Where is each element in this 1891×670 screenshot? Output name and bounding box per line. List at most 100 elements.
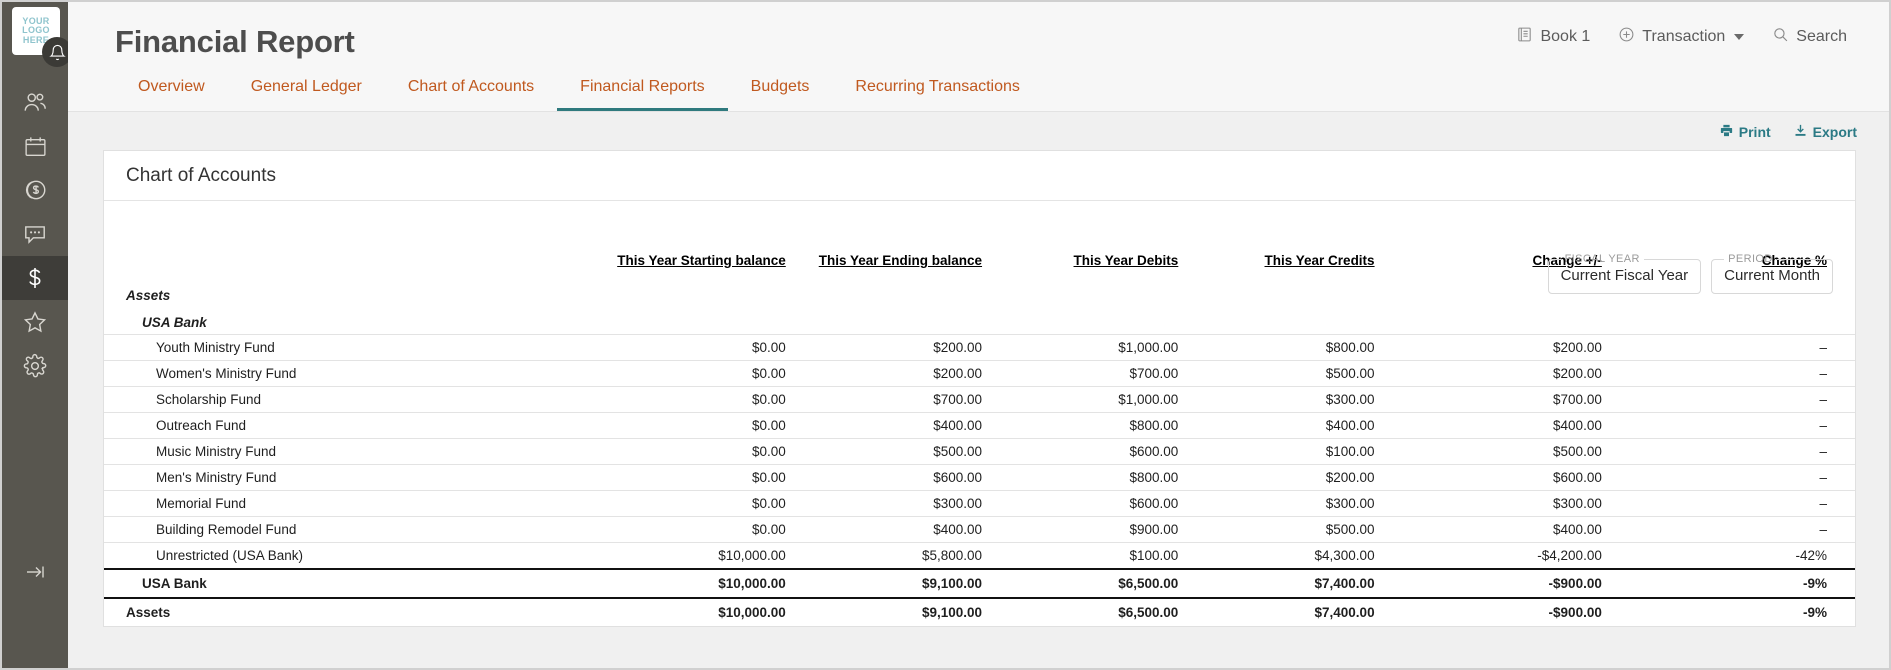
col-change-percent[interactable]: Change % bbox=[1761, 253, 1827, 268]
tab-budgets[interactable]: Budgets bbox=[750, 78, 810, 95]
cell-debits: $700.00 bbox=[982, 360, 1179, 387]
col-credits[interactable]: This Year Credits bbox=[1264, 253, 1375, 268]
header-row: This Year Starting balance This Year End… bbox=[104, 245, 1855, 278]
table-row[interactable]: Men's Ministry Fund $0.00 $600.00 $800.0… bbox=[104, 464, 1855, 491]
period-value[interactable]: Current Month bbox=[1724, 267, 1820, 284]
sidebar-collapse[interactable] bbox=[2, 552, 68, 592]
printer-icon bbox=[1719, 123, 1734, 141]
fiscal-year-value[interactable]: Current Fiscal Year bbox=[1560, 267, 1689, 284]
tab-general-ledger[interactable]: General Ledger bbox=[250, 78, 362, 95]
sidebar-nav bbox=[2, 80, 68, 388]
sidebar-item-messages[interactable] bbox=[2, 212, 68, 256]
cell-start: $0.00 bbox=[589, 360, 786, 387]
page-title: Financial Report bbox=[115, 24, 355, 59]
cell-change: $300.00 bbox=[1374, 490, 1602, 517]
cell-debits: $800.00 bbox=[982, 412, 1179, 439]
cell-change: $400.00 bbox=[1374, 516, 1602, 543]
cell-start: $0.00 bbox=[589, 412, 786, 439]
cell-start: $0.00 bbox=[589, 438, 786, 465]
tab-overview[interactable]: Overview bbox=[138, 78, 205, 95]
account-name: Men's Ministry Fund bbox=[104, 464, 590, 491]
sidebar-item-calendar[interactable] bbox=[2, 124, 68, 168]
search-icon bbox=[1772, 26, 1789, 48]
chart-of-accounts-table: This Year Starting balance This Year End… bbox=[104, 245, 1855, 626]
total-credits: $7,400.00 bbox=[1314, 605, 1375, 620]
cell-debits: $600.00 bbox=[982, 490, 1179, 517]
logo[interactable]: YOUR LOGO HERE bbox=[12, 7, 60, 55]
sidebar-item-settings[interactable] bbox=[2, 344, 68, 388]
col-starting-balance[interactable]: This Year Starting balance bbox=[617, 253, 786, 268]
subgroup-blank-2 bbox=[786, 307, 982, 335]
subtotal-start: $10,000.00 bbox=[589, 568, 786, 599]
subtotal-end: $9,100.00 bbox=[785, 568, 983, 599]
cell-change: -$4,200.00 bbox=[1374, 542, 1602, 569]
book-selector[interactable]: Book 1 bbox=[1516, 26, 1590, 48]
cell-pct: -42% bbox=[1601, 542, 1855, 569]
fiscal-year-filter[interactable]: FISCAL YEAR Current Fiscal Year bbox=[1547, 253, 1702, 294]
book-icon bbox=[1516, 26, 1533, 48]
cell-pct: – bbox=[1601, 464, 1855, 491]
subgroup-blank-6 bbox=[1602, 307, 1855, 335]
subtotal-row-usa-bank: USA Bank $10,000.00 $9,100.00 $6,500.00 … bbox=[104, 568, 1855, 599]
col-debits[interactable]: This Year Debits bbox=[1073, 253, 1179, 268]
cell-end: $200.00 bbox=[785, 334, 983, 361]
cell-end: $300.00 bbox=[785, 490, 983, 517]
tab-financial-reports[interactable]: Financial Reports bbox=[557, 68, 728, 111]
total-start: $10,000.00 bbox=[718, 605, 786, 620]
cell-pct: – bbox=[1601, 334, 1855, 361]
cell-change: $400.00 bbox=[1374, 412, 1602, 439]
sidebar-item-giving[interactable] bbox=[2, 168, 68, 212]
group-label: Assets bbox=[126, 288, 171, 303]
sidebar-item-people[interactable] bbox=[2, 80, 68, 124]
transaction-menu[interactable]: Transaction bbox=[1618, 26, 1745, 48]
cell-credits: $800.00 bbox=[1178, 334, 1375, 361]
table-row[interactable]: Building Remodel Fund $0.00 $400.00 $900… bbox=[104, 516, 1855, 543]
cell-end: $400.00 bbox=[785, 412, 983, 439]
cell-start: $0.00 bbox=[589, 490, 786, 517]
account-name: Unrestricted (USA Bank) bbox=[104, 542, 590, 569]
cell-debits: $800.00 bbox=[982, 464, 1179, 491]
tab-recurring-transactions[interactable]: Recurring Transactions bbox=[855, 78, 1020, 95]
period-filter[interactable]: PERIOD Current Month bbox=[1711, 253, 1833, 294]
cell-pct: – bbox=[1601, 386, 1855, 413]
search-button[interactable]: Search bbox=[1772, 26, 1847, 48]
cell-debits: $1,000.00 bbox=[982, 386, 1179, 413]
table-row[interactable]: Unrestricted (USA Bank) $10,000.00 $5,80… bbox=[104, 542, 1855, 569]
subgroup-blank-5 bbox=[1375, 307, 1602, 335]
sidebar: YOUR LOGO HERE bbox=[2, 2, 72, 668]
sidebar-item-accounting[interactable] bbox=[2, 256, 68, 300]
table-row[interactable]: Music Ministry Fund $0.00 $500.00 $600.0… bbox=[104, 438, 1855, 465]
report-title: Chart of Accounts bbox=[104, 151, 1855, 201]
collapse-arrow-icon bbox=[27, 566, 44, 578]
cell-pct: – bbox=[1601, 490, 1855, 517]
subgroup-blank-3 bbox=[982, 307, 1178, 335]
col-ending-balance[interactable]: This Year Ending balance bbox=[818, 253, 983, 268]
subtotal-pct: -9% bbox=[1601, 568, 1855, 599]
cell-change: $600.00 bbox=[1374, 464, 1602, 491]
cell-pct: – bbox=[1601, 516, 1855, 543]
bell-icon[interactable] bbox=[42, 37, 72, 67]
group-blank-2 bbox=[786, 278, 982, 307]
total-row-assets: Assets $10,000.00 $9,100.00 $6,500.00 $7… bbox=[104, 598, 1855, 626]
cell-change: $700.00 bbox=[1374, 386, 1602, 413]
export-label: Export bbox=[1812, 124, 1857, 140]
table-row[interactable]: Outreach Fund $0.00 $400.00 $800.00 $400… bbox=[104, 412, 1855, 439]
table-row[interactable]: Scholarship Fund $0.00 $700.00 $1,000.00… bbox=[104, 386, 1855, 413]
account-name: Building Remodel Fund bbox=[104, 516, 590, 543]
table-row[interactable]: Memorial Fund $0.00 $300.00 $600.00 $300… bbox=[104, 490, 1855, 517]
table-row[interactable]: Women's Ministry Fund $0.00 $200.00 $700… bbox=[104, 360, 1855, 387]
sidebar-item-favorites[interactable] bbox=[2, 300, 68, 344]
cell-credits: $300.00 bbox=[1178, 386, 1375, 413]
table-row[interactable]: Youth Ministry Fund $0.00 $200.00 $1,000… bbox=[104, 334, 1855, 361]
page-header: Financial Report Book 1 bbox=[68, 2, 1889, 112]
cell-debits: $1,000.00 bbox=[982, 334, 1179, 361]
header-actions: Book 1 Transaction bbox=[1516, 26, 1847, 48]
report-card: Chart of Accounts FISCAL YEAR Current Fi… bbox=[103, 150, 1856, 627]
export-button[interactable]: Export bbox=[1793, 123, 1857, 141]
print-button[interactable]: Print bbox=[1719, 123, 1771, 141]
chevron-down-icon bbox=[1734, 34, 1745, 40]
cell-debits: $100.00 bbox=[982, 542, 1179, 569]
tab-chart-of-accounts[interactable]: Chart of Accounts bbox=[407, 78, 535, 95]
subtotal-credits: $7,400.00 bbox=[1178, 568, 1375, 599]
